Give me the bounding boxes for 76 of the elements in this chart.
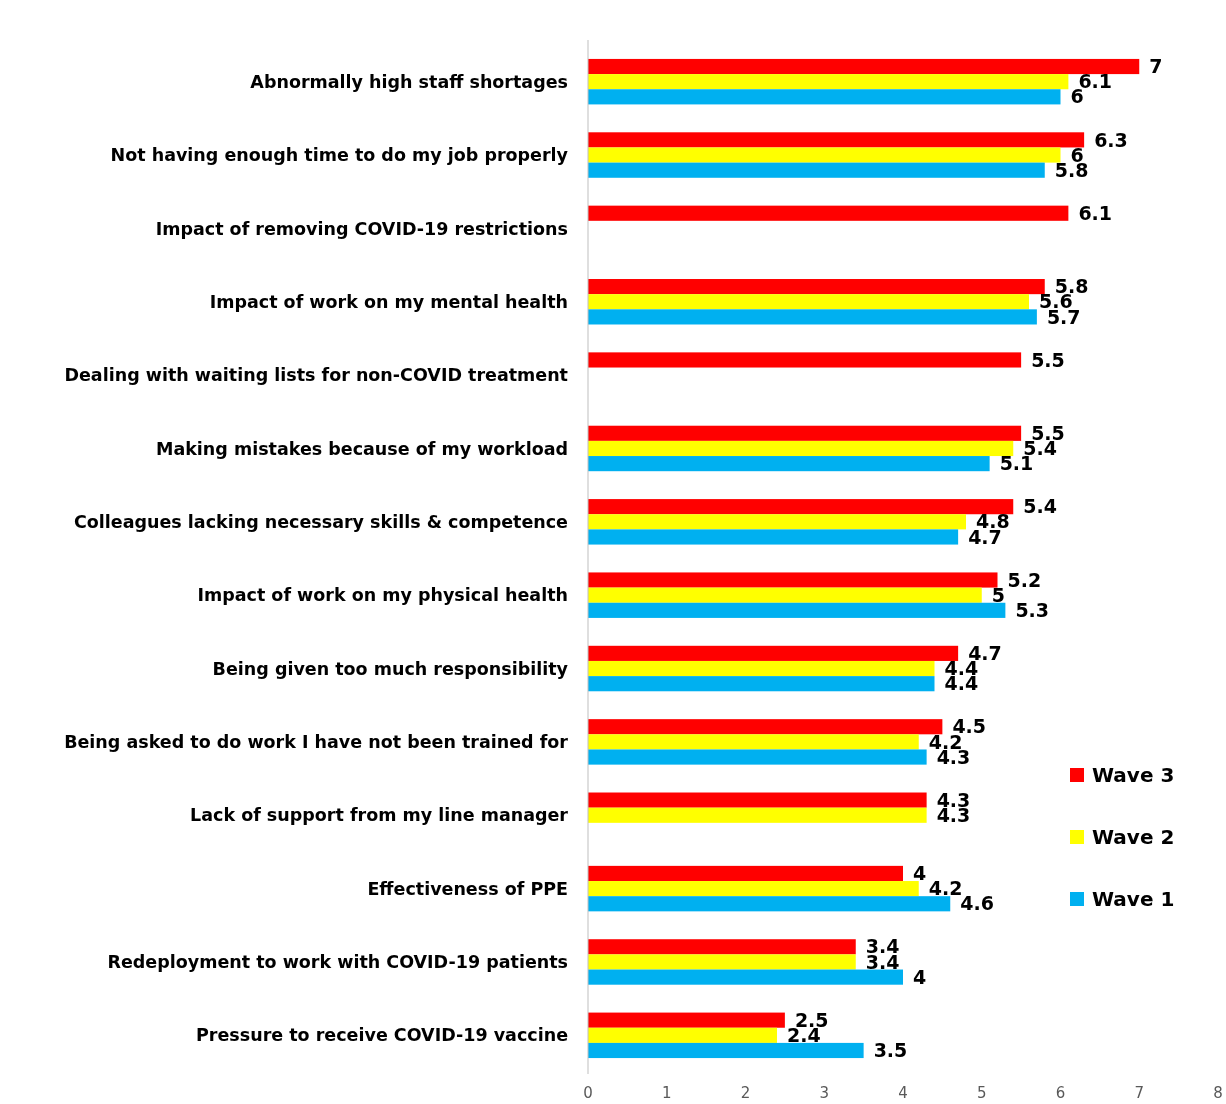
x-tick-label: 2 (740, 1084, 751, 1102)
bar (588, 807, 927, 823)
y-tick-label: Being asked to do work I have not been trained for (64, 732, 569, 753)
bar (588, 352, 1022, 368)
y-tick-label: Impact of work on my physical health (197, 585, 568, 606)
x-tick-label: 1 (661, 1084, 672, 1102)
y-tick-label: Not having enough time to do my job properly (110, 145, 569, 166)
bar (588, 499, 1014, 515)
y-tick-label: Lack of support from my line manager (190, 805, 569, 826)
bar (588, 969, 903, 985)
y-tick-label: Dealing with waiting lists for non-COVID treatment (64, 365, 568, 386)
y-tick-label: Being given too much responsibility (212, 658, 569, 679)
y-tick-label: Redeployment to work with COVID-19 patients (107, 952, 568, 973)
data-label: 3.5 (873, 1039, 908, 1062)
bar (588, 58, 1140, 75)
data-label: 4.2 (928, 877, 963, 900)
x-tick-label: 5 (976, 1084, 987, 1102)
y-tick-label: Impact of work on my mental health (209, 291, 568, 312)
data-label: 5.4 (1023, 495, 1057, 518)
bar (588, 602, 1006, 618)
bar (588, 749, 927, 765)
bar (588, 147, 1061, 163)
data-label: 5.3 (1015, 598, 1050, 621)
bar (588, 954, 856, 970)
bar (588, 440, 1014, 457)
bar (588, 294, 1029, 310)
bar (588, 514, 966, 530)
x-tick-label: 6 (1055, 1084, 1066, 1102)
bar (588, 279, 1045, 295)
bar (588, 1012, 785, 1028)
y-tick-label: Effectiveness of PPE (367, 878, 568, 899)
bar (588, 162, 1045, 178)
bar (588, 1042, 864, 1059)
bar (588, 896, 951, 912)
bar (588, 865, 903, 882)
data-label: 4 (913, 862, 927, 885)
bar (588, 456, 990, 472)
y-tick-label: Pressure to receive COVID-19 vaccine (196, 1025, 569, 1046)
bar (588, 881, 919, 897)
data-label: 5.2 (1007, 568, 1042, 591)
bar (588, 792, 927, 808)
y-tick-label: Making mistakes because of my workload (155, 438, 568, 459)
data-label: 4 (913, 965, 927, 988)
bar (588, 1027, 777, 1043)
bar (588, 132, 1085, 148)
x-tick-label: 3 (819, 1084, 830, 1102)
bar (588, 572, 998, 588)
bar (588, 734, 919, 750)
bar (588, 309, 1037, 325)
bar (588, 587, 982, 603)
data-label: 4.6 (960, 892, 994, 915)
bar (588, 660, 935, 677)
bar (588, 425, 1022, 441)
bar (588, 74, 1069, 90)
legend-label: Wave 1 (1092, 887, 1175, 911)
bar (588, 719, 943, 735)
bar (588, 529, 959, 545)
y-tick-label: Impact of removing COVID-19 restrictions (155, 218, 568, 239)
y-tick-label: Colleagues lacking necessary skills & competence (73, 511, 569, 532)
x-tick-label: 0 (583, 1084, 593, 1102)
x-tick-label: 4 (898, 1084, 908, 1102)
bar (588, 676, 935, 692)
bar (588, 205, 1069, 221)
data-label: 6.1 (1078, 201, 1113, 224)
legend-label: Wave 2 (1092, 825, 1175, 849)
x-tick-label: 8 (1213, 1084, 1223, 1102)
bar (588, 89, 1061, 105)
bar (588, 645, 959, 661)
data-label: 5.5 (1031, 348, 1065, 371)
y-tick-label: Abnormally high staff shortages (250, 71, 568, 92)
data-label: 6.3 (1094, 128, 1128, 151)
legend-label: Wave 3 (1092, 763, 1175, 787)
data-label: 7 (1149, 55, 1163, 78)
x-tick-label: 7 (1134, 1084, 1145, 1102)
data-label: 5 (991, 583, 1005, 606)
bar (588, 939, 856, 955)
